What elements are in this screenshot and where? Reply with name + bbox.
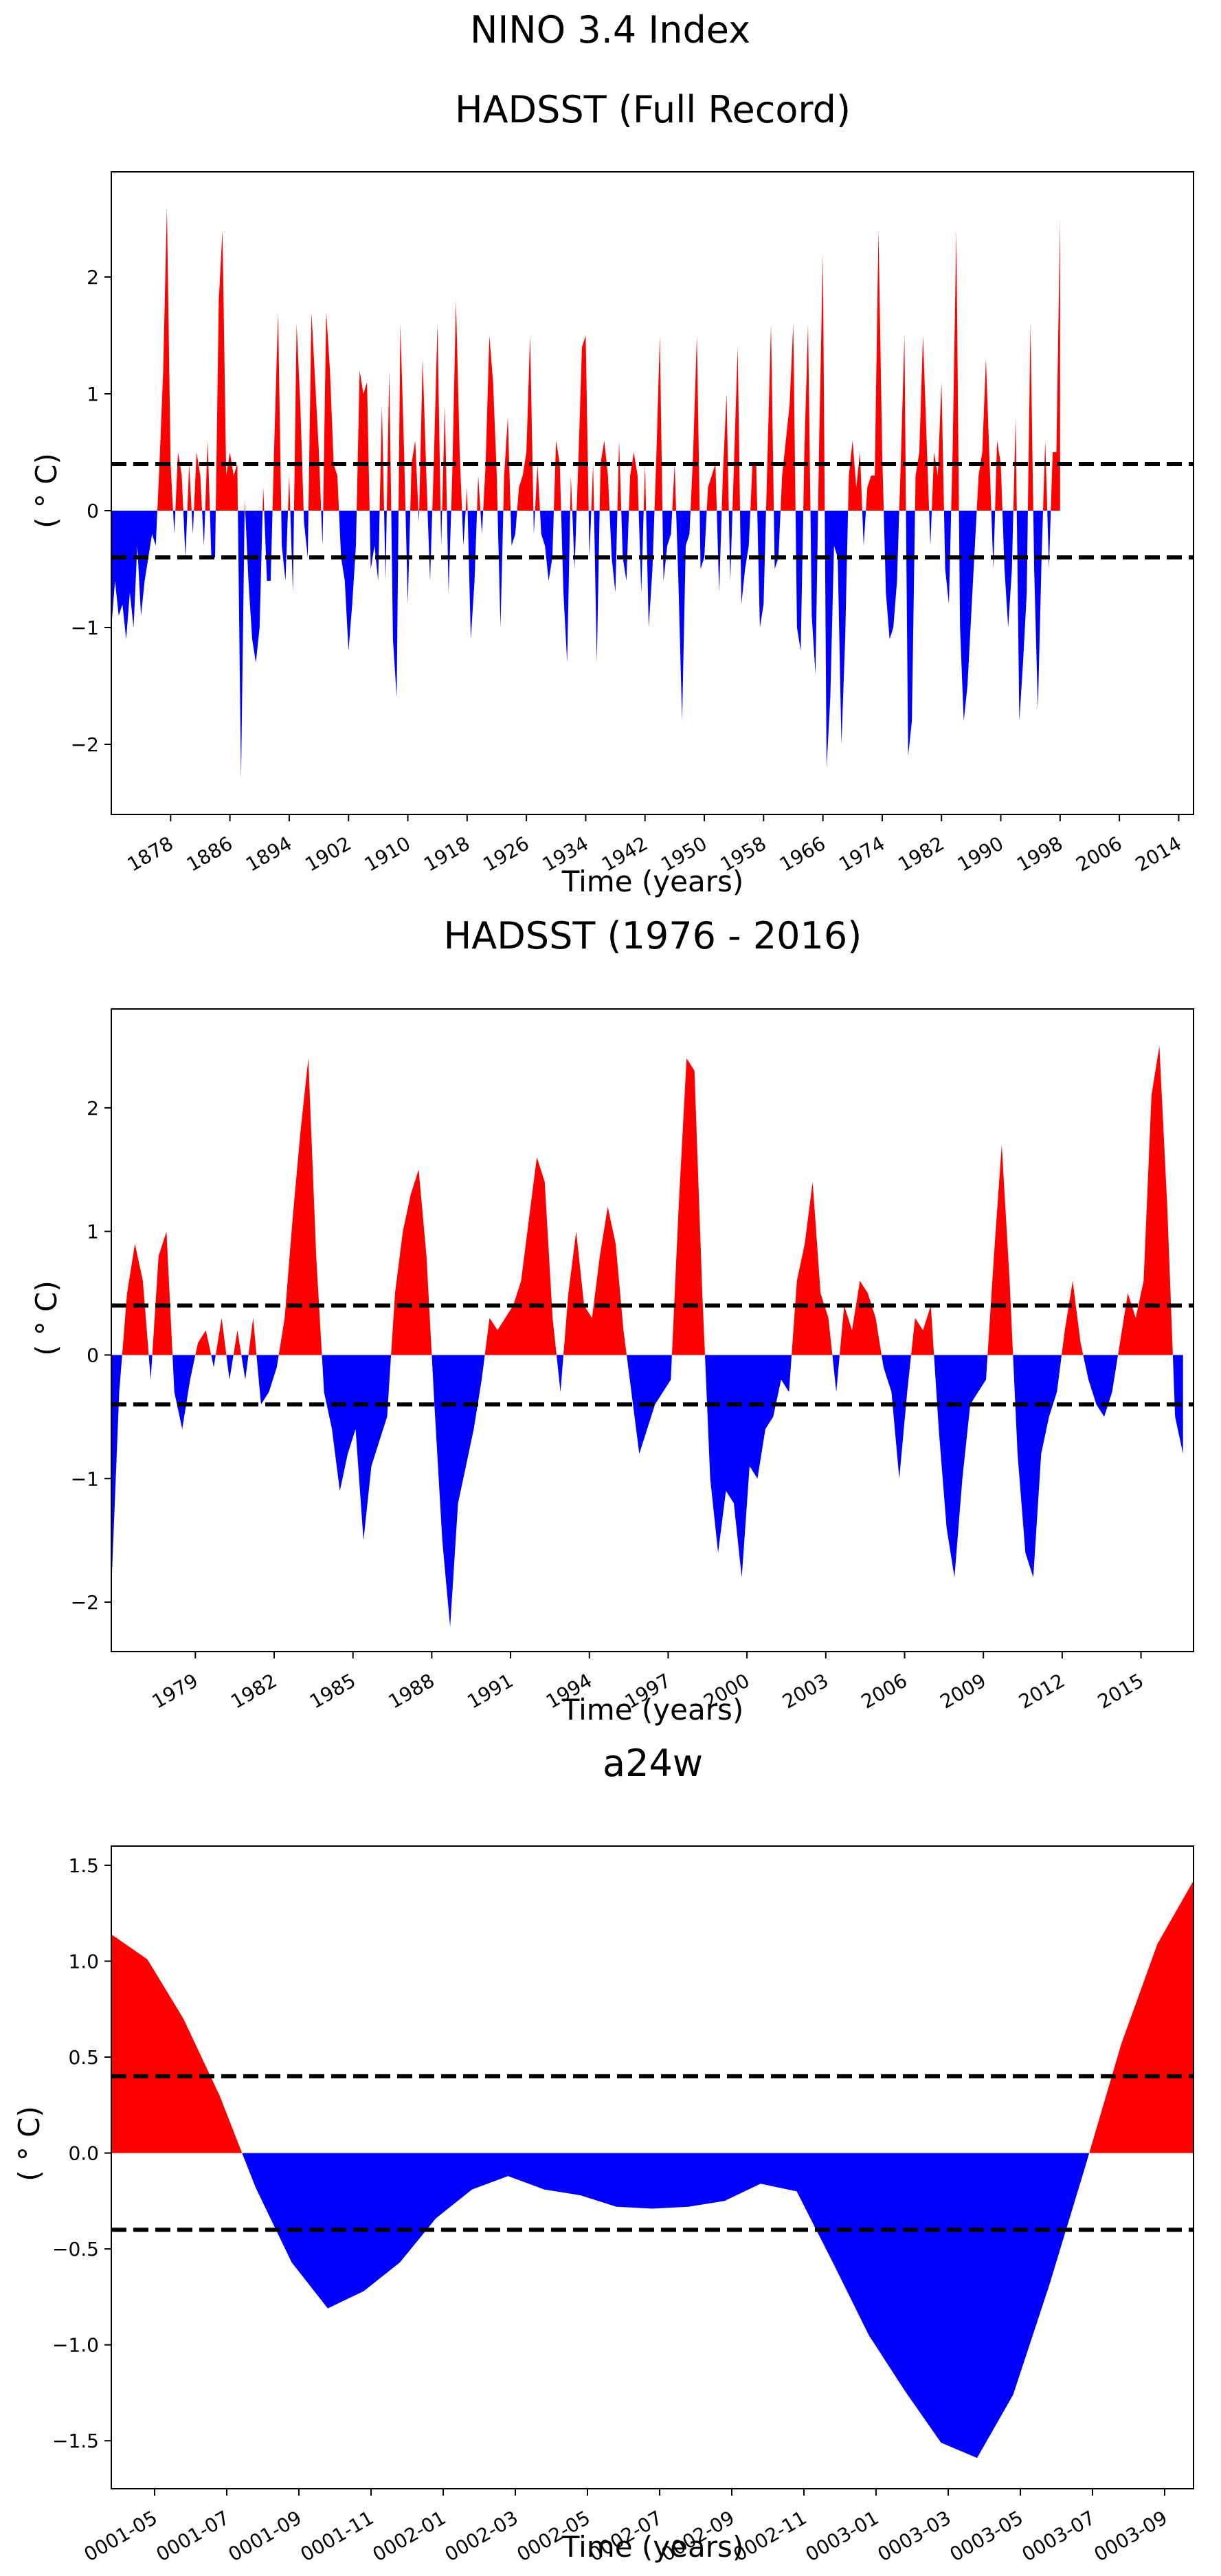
negative-anomaly-fill [111, 1355, 1183, 1627]
panel-3-a24w-chart: −1.5−1.0−0.50.00.51.01.50001-050001-0700… [52, 1845, 1194, 2566]
x-tick-label: 2006 [1072, 832, 1125, 876]
y-tick-label: 1 [87, 1221, 99, 1243]
y-tick-label: −1.5 [52, 2430, 99, 2452]
panel-1-x-axis-label: Time (years) [561, 865, 744, 898]
positive-anomaly-fill [157, 207, 1060, 511]
panel-2-x-axis-label: Time (years) [561, 1693, 744, 1726]
x-tick-label: 1998 [1013, 832, 1066, 876]
y-tick-label: 0.5 [68, 2046, 99, 2069]
y-tick-label: 0 [87, 500, 99, 522]
y-tick-label: −1 [71, 1467, 99, 1490]
panel-2-y-axis-label: ( ° C) [30, 1280, 63, 1356]
panel-2-title: HADSST (1976 - 2016) [444, 914, 862, 957]
plot-frame [111, 1008, 1194, 1652]
x-tick-label: 1966 [776, 832, 829, 876]
x-tick-label: 2015 [1094, 1669, 1147, 1713]
positive-anomaly-fill [122, 1045, 1173, 1355]
panel-3-x-axis-label: Time (years) [561, 2530, 744, 2564]
x-tick-label: 2012 [1015, 1669, 1068, 1713]
x-tick-label: 1902 [301, 832, 355, 876]
x-tick-label: 1979 [148, 1669, 202, 1713]
y-tick-label: −2 [71, 733, 99, 756]
y-tick-label: 0.0 [68, 2142, 99, 2165]
x-tick-label: 0003-09 [1090, 2506, 1172, 2566]
x-tick-label: 1988 [385, 1669, 438, 1713]
x-tick-label: 1991 [463, 1669, 517, 1713]
panel-1-y-axis-label: ( ° C) [30, 453, 63, 529]
y-tick-label: −0.5 [52, 2238, 99, 2261]
x-tick-label: 1926 [479, 832, 533, 876]
x-tick-label: 0002-03 [441, 2506, 522, 2566]
y-tick-label: 1.5 [68, 1854, 99, 1877]
positive-anomaly-fill [111, 1880, 1194, 2153]
y-tick-label: −2 [71, 1591, 99, 1614]
x-tick-label: 1990 [954, 832, 1007, 876]
y-tick-label: 2 [87, 1097, 99, 1120]
x-tick-label: 1910 [361, 832, 414, 876]
y-tick-label: 0 [87, 1344, 99, 1366]
x-tick-label: 0001-09 [225, 2506, 306, 2566]
panel-1-title: HADSST (Full Record) [455, 88, 851, 131]
negative-anomaly-fill [111, 511, 1051, 779]
negative-anomaly-fill [242, 2153, 1090, 2458]
x-tick-label: 2009 [936, 1669, 989, 1713]
x-tick-label: 2014 [1132, 832, 1185, 876]
plot-frame [111, 1845, 1194, 2489]
y-tick-label: 2 [87, 266, 99, 289]
panel-3-title: a24w [603, 1742, 703, 1785]
x-tick-label: 1878 [124, 832, 177, 876]
x-tick-label: 0001-11 [297, 2506, 378, 2566]
x-tick-label: 0003-05 [946, 2506, 1027, 2566]
x-tick-label: 2003 [778, 1669, 832, 1713]
y-tick-label: 1 [87, 383, 99, 406]
x-tick-label: 0003-07 [1018, 2506, 1099, 2566]
x-tick-label: 0001-07 [153, 2506, 234, 2566]
x-tick-label: 0003-03 [874, 2506, 955, 2566]
x-tick-label: 2006 [858, 1669, 911, 1713]
panel-3-y-axis-label: ( ° C) [12, 2106, 46, 2181]
figure-suptitle: NINO 3.4 Index [470, 8, 750, 52]
y-tick-label: 1.0 [68, 1950, 99, 1973]
y-tick-label: −1.0 [52, 2334, 99, 2357]
x-tick-label: 1982 [227, 1669, 280, 1713]
x-tick-label: 1894 [242, 832, 295, 876]
x-tick-label: 1886 [183, 832, 236, 876]
x-tick-label: 1985 [306, 1669, 359, 1713]
x-tick-label: 0001-05 [80, 2506, 161, 2566]
x-tick-label: 0003-01 [802, 2506, 883, 2566]
y-tick-label: −1 [71, 617, 99, 639]
x-tick-label: 1982 [895, 832, 948, 876]
x-tick-label: 1918 [420, 832, 473, 876]
x-tick-label: 1974 [835, 832, 888, 876]
x-tick-label: 0002-01 [369, 2506, 450, 2566]
plot-frame [111, 171, 1194, 815]
